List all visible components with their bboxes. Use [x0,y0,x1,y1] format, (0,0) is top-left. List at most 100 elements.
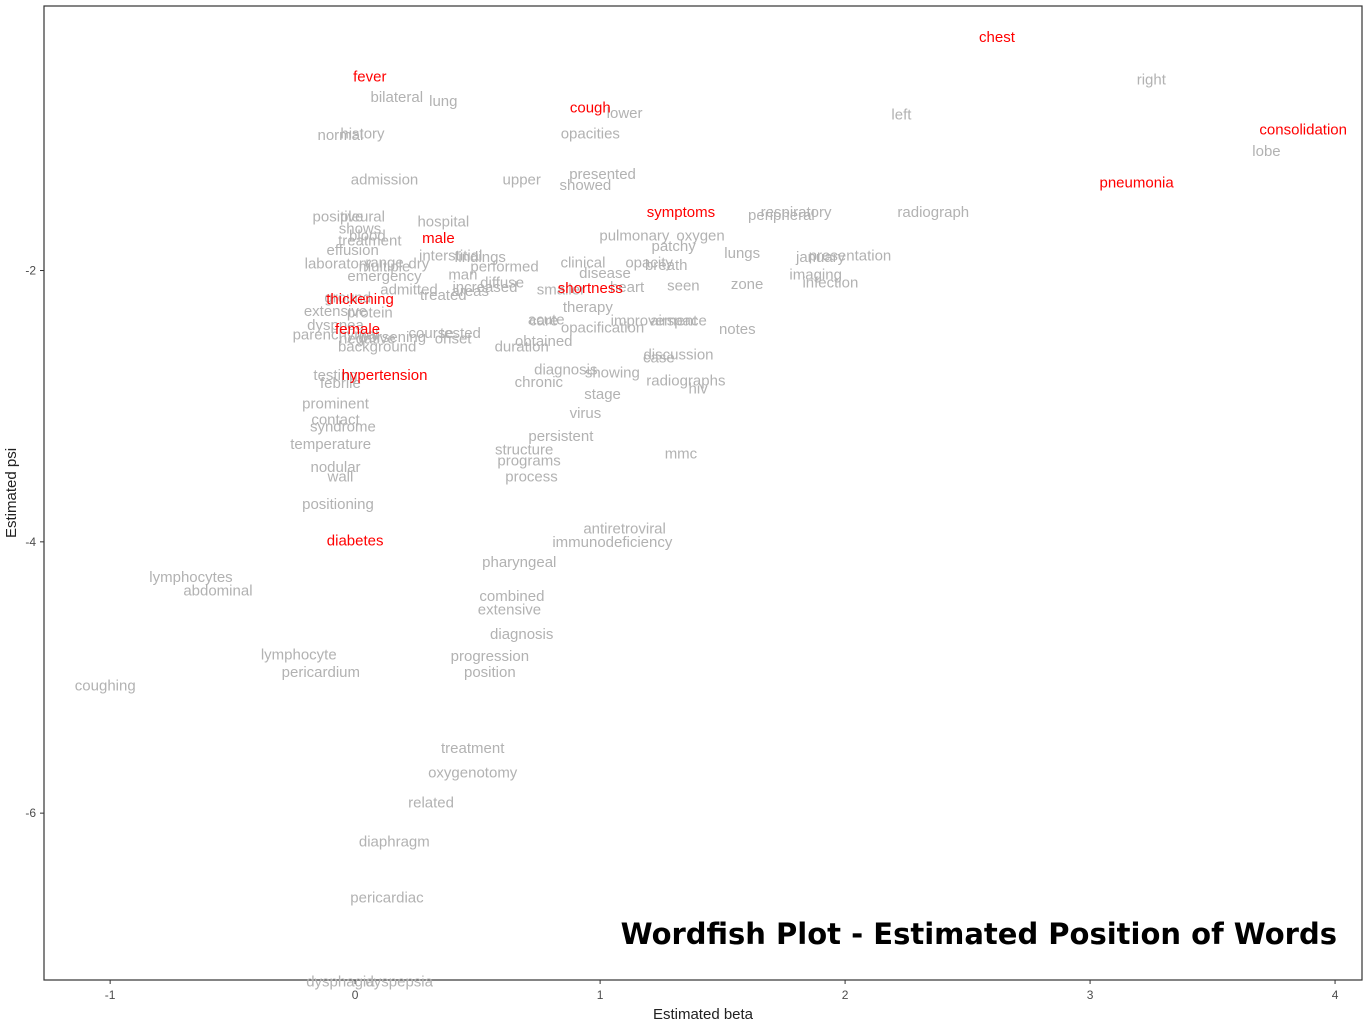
word-label: right [1137,71,1167,88]
highlighted-word-label: female [335,321,380,338]
word-label: temperature [290,436,371,453]
highlighted-word-label: pneumonia [1099,174,1174,191]
word-label: mmc [665,446,698,463]
word-label: dyspnea [307,317,364,334]
word-label: emergency [347,268,422,285]
word-label: care [529,313,558,330]
word-label: peripheral [748,207,815,224]
word-label: normal [317,127,363,144]
word-label: tested [440,325,481,342]
word-label: syndrome [310,419,376,436]
word-label: extensive [304,303,367,320]
word-label: lymphocyte [261,646,337,663]
word-label: effusion [327,242,379,259]
highlighted-word-label: diabetes [327,532,384,549]
x-tick-label: 2 [842,988,849,1002]
word-label: ground [324,290,371,307]
word-label: findings [454,249,506,266]
word-label: clinical [560,254,605,271]
word-label: testing [313,367,357,384]
word-label: opacification [561,320,644,337]
x-tick-label: -1 [105,988,116,1002]
word-label: treated [420,287,467,304]
word-label: contact [311,412,360,429]
y-axis-title: Estimated psi [3,448,20,538]
highlighted-word-label: consolidation [1259,121,1347,138]
highlighted-word-label: cough [570,100,611,117]
word-label: background [338,338,416,355]
word-label: diaphragm [359,834,430,851]
word-label: blood [349,227,386,244]
word-label: pharyngeal [482,554,556,571]
word-label: performed [470,258,538,275]
y-tick-label: -2 [25,264,36,278]
word-label: progression [451,648,529,665]
word-label: onset [435,330,473,347]
word-label: positive [313,208,364,225]
word-label: negative [339,330,396,347]
word-label: airspace [650,313,707,330]
word-label: increased [452,279,517,296]
word-label: bilateral [371,89,424,106]
word-label: history [340,126,385,143]
word-label: extensive [478,602,541,619]
x-tick-label: 3 [1087,988,1094,1002]
word-label: persistent [528,428,594,445]
chart-title: Wordfish Plot - Estimated Position of Wo… [621,917,1337,951]
word-label: position [464,664,516,681]
word-label: pericardium [282,664,360,681]
word-label: zone [731,276,764,293]
word-label: improvement [611,313,699,330]
highlighted-word-label: chest [979,29,1016,46]
word-label: dysphagia [306,973,375,990]
word-label: areas [452,283,490,300]
word-label: oxygenotomy [428,764,518,781]
word-label: patchy [652,238,697,255]
word-label: showing [585,364,640,381]
word-label: antiretroviral [583,520,666,537]
word-label: immunodeficiency [552,534,673,551]
highlighted-word-label: shortness [558,280,623,297]
word-label: opacities [561,126,620,143]
word-label: lower [607,105,643,122]
word-label: virus [570,405,602,422]
word-label: lymphocytes [149,569,232,586]
word-label: radiographs [646,372,725,389]
word-label: worsening [357,329,426,346]
word-label: man [448,267,477,284]
word-label: treatment [338,233,402,250]
word-label: respiratory [761,204,832,221]
word-label: pericardiac [350,889,424,906]
highlighted-word-label: symptoms [647,204,715,221]
plot-panel [43,5,1363,981]
word-label: disease [579,265,631,282]
x-tick-label: 0 [352,988,359,1002]
word-label: dyspepsia [365,973,433,990]
word-label: protein [347,305,393,322]
y-tick-label: -6 [25,806,36,820]
word-label: prominent [302,395,370,412]
word-label: presentation [809,248,892,265]
word-label: hiv [689,381,709,398]
word-label: nodular [311,459,361,476]
highlighted-word-label: fever [353,69,386,86]
word-label: duration [495,338,549,355]
word-label: course [409,325,454,342]
word-label: upper [503,172,541,189]
word-label: showed [560,177,612,194]
highlighted-word-layer: chest fever cough consolidation pneumonia sym… [326,29,1347,549]
word-label: range [365,254,403,271]
word-label: hospital [417,214,469,231]
word-label: related [408,794,454,811]
word-label: stage [584,386,621,403]
word-label: heart [610,279,645,296]
word-label: lobe [1252,143,1280,160]
word-label: diffuse [480,275,524,292]
word-label: shows [339,220,382,237]
word-label: abdominal [183,583,252,600]
word-label: breath [645,257,688,274]
word-label: wall [327,469,354,486]
x-axis-title: Estimated beta [653,1006,754,1023]
word-label: acute [528,311,565,328]
